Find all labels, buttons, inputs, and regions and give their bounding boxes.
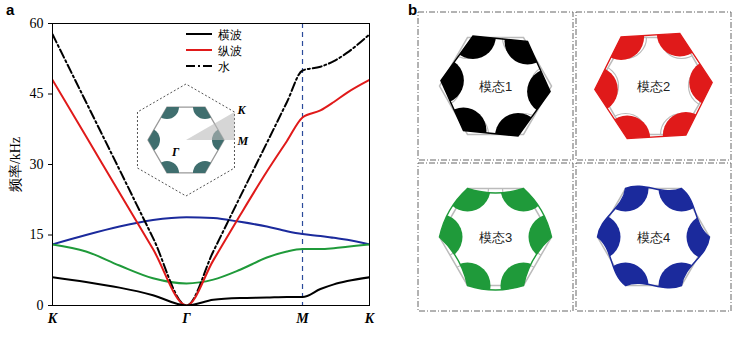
svg-text:Γ: Γ	[171, 145, 180, 159]
svg-text:模态4: 模态4	[637, 230, 670, 245]
svg-text:M: M	[295, 311, 309, 326]
svg-text:45: 45	[30, 86, 44, 101]
svg-text:0: 0	[37, 298, 44, 313]
svg-text:纵波: 纵波	[218, 44, 242, 58]
svg-text:频率/kHz: 频率/kHz	[8, 137, 23, 192]
svg-text:K: K	[236, 103, 246, 117]
svg-text:水: 水	[218, 60, 230, 74]
svg-text:模态2: 模态2	[637, 79, 670, 94]
svg-text:模态3: 模态3	[479, 230, 512, 245]
svg-text:K: K	[364, 311, 376, 326]
svg-text:K: K	[47, 311, 59, 326]
svg-text:b: b	[408, 1, 417, 18]
svg-text:模态1: 模态1	[479, 79, 512, 94]
svg-text:横波: 横波	[218, 28, 242, 42]
svg-text:Γ: Γ	[181, 311, 191, 326]
svg-text:30: 30	[30, 157, 44, 172]
svg-text:M: M	[236, 134, 248, 148]
svg-text:60: 60	[30, 16, 44, 31]
svg-text:15: 15	[30, 227, 44, 242]
svg-text:a: a	[6, 1, 15, 18]
